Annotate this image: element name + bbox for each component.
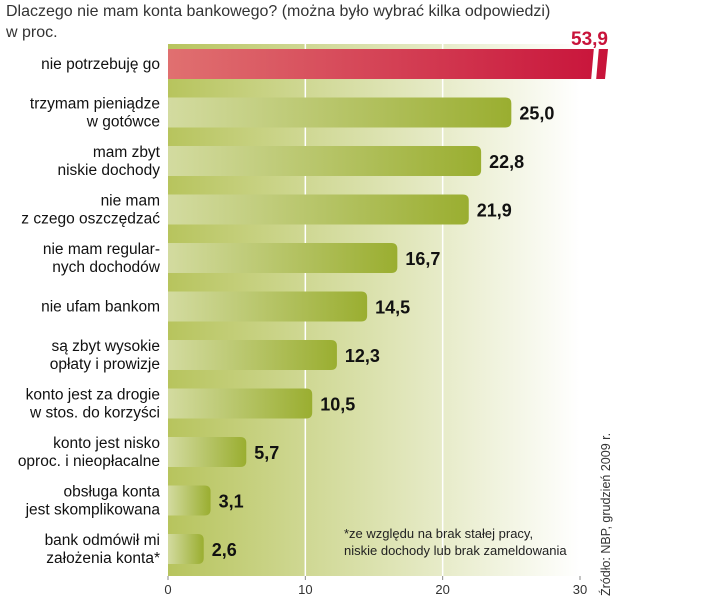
category-label: opłaty i prowizje (50, 356, 160, 373)
category-label: nych dochodów (52, 259, 161, 276)
footnote-line-1: *ze względu na brak stałej pracy, (344, 526, 533, 541)
bar (168, 437, 247, 467)
bar (168, 243, 398, 273)
value-label: 16,7 (405, 249, 440, 269)
x-tick-label: 10 (298, 582, 312, 597)
x-tick-label: 0 (164, 582, 171, 597)
value-label: 14,5 (375, 298, 410, 318)
bar (168, 194, 469, 225)
bar (168, 485, 211, 516)
category-label: bank odmówił mi (45, 532, 160, 549)
value-label: 10,5 (320, 395, 355, 415)
source-note: Źródło: NBP, grudzień 2009 r. (598, 433, 613, 596)
value-label: 22,8 (489, 152, 524, 172)
category-label: konto jest za drogie (26, 387, 160, 404)
value-label: 12,3 (345, 346, 380, 366)
category-label: w stos. do korzyści (29, 405, 160, 422)
category-label: w gotówce (86, 114, 160, 131)
chart-title: Dlaczego nie mam konta bankowego? (można… (6, 3, 550, 20)
category-label: z czego oszczędzać (21, 211, 160, 228)
category-label: konto jest nisko (53, 435, 160, 452)
category-label: założenia konta* (46, 550, 160, 567)
value-label: 53,9 (571, 29, 608, 50)
bar (168, 340, 337, 370)
category-label: jest skomplikowana (25, 502, 161, 519)
value-labels: 53,9 25,0 22,8 21,9 16,7 14,5 12,3 10,5 5,7 3,1 2,… (212, 29, 608, 560)
value-label: 21,9 (477, 201, 512, 221)
bar (168, 388, 313, 419)
bar (168, 97, 512, 128)
category-label: nie potrzebuję go (41, 56, 160, 73)
x-axis-ticks: 0 10 20 30 (164, 576, 587, 597)
bar (168, 146, 482, 176)
category-label: są zbyt wysokie (51, 338, 160, 355)
bar (168, 291, 368, 322)
bars (168, 47, 608, 564)
value-label: 25,0 (519, 104, 554, 124)
category-label: nie ufam bankom (41, 299, 160, 316)
value-label: 5,7 (254, 443, 279, 463)
chart-subtitle: w proc. (5, 24, 58, 41)
category-label: nie mam (101, 193, 160, 210)
axis-break-mark (591, 47, 599, 81)
x-tick-label: 30 (573, 582, 587, 597)
value-label: 3,1 (219, 492, 244, 512)
value-label: 2,6 (212, 540, 237, 560)
category-label: niskie dochody (57, 162, 160, 179)
x-tick-label: 20 (435, 582, 449, 597)
category-label: trzymam pieniądze (30, 96, 160, 113)
category-label: mam zbyt (93, 144, 161, 161)
category-label: nie mam regular- (43, 241, 160, 258)
bar (168, 534, 204, 564)
category-label: obsługa konta (63, 484, 160, 501)
footnote-line-2: niskie dochody lub brak zameldowania (344, 543, 567, 558)
category-label: oproc. i nieopłacalne (18, 453, 160, 470)
bar (168, 49, 608, 79)
